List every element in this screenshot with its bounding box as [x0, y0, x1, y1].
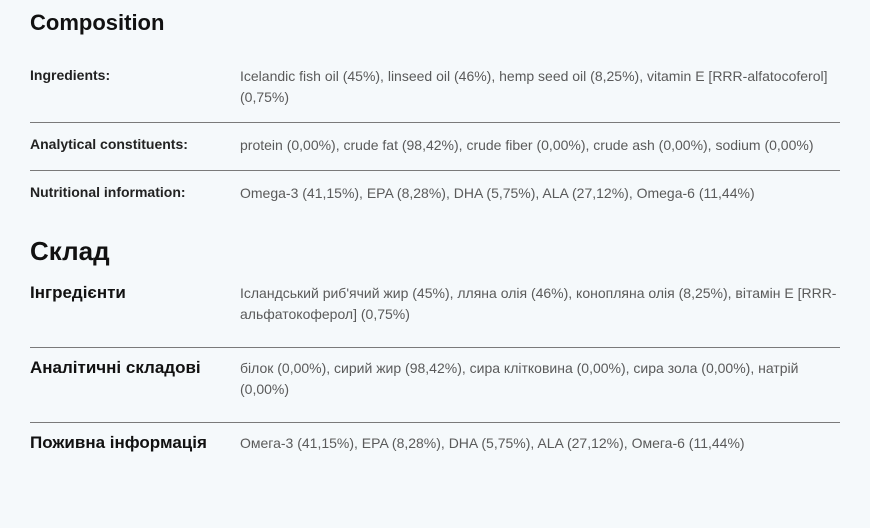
nutritional-uk-value: Омега-3 (41,15%), EPA (8,28%), DHA (5,75… — [240, 433, 840, 454]
sklad-heading: Склад — [30, 236, 840, 267]
analytical-value: protein (0,00%), crude fat (98,42%), cru… — [240, 135, 840, 156]
ingredients-uk-value: Ісландський риб'ячий жир (45%), лляна ол… — [240, 283, 840, 325]
nutritional-label: Nutritional information: — [30, 183, 240, 200]
nutritional-row: Nutritional information: Omega-3 (41,15%… — [30, 171, 840, 218]
ingredients-value: Icelandic fish oil (45%), linseed oil (4… — [240, 66, 840, 108]
analytical-uk-value: білок (0,00%), сирий жир (98,42%), сира … — [240, 358, 840, 400]
sklad-section: Інгредієнти Ісландський риб'ячий жир (45… — [30, 273, 840, 476]
ingredients-uk-row: Інгредієнти Ісландський риб'ячий жир (45… — [30, 273, 840, 348]
analytical-uk-row: Аналітичні складові білок (0,00%), сирий… — [30, 348, 840, 423]
analytical-uk-label: Аналітичні складові — [30, 358, 240, 378]
nutritional-uk-label: Поживна інформація — [30, 433, 240, 453]
ingredients-label: Ingredients: — [30, 66, 240, 83]
composition-heading: Composition — [30, 10, 840, 36]
composition-section: Ingredients: Icelandic fish oil (45%), l… — [30, 54, 840, 218]
ingredients-uk-label: Інгредієнти — [30, 283, 240, 303]
analytical-label: Analytical constituents: — [30, 135, 240, 152]
nutritional-value: Omega-3 (41,15%), EPA (8,28%), DHA (5,75… — [240, 183, 840, 204]
ingredients-row: Ingredients: Icelandic fish oil (45%), l… — [30, 54, 840, 123]
analytical-row: Analytical constituents: protein (0,00%)… — [30, 123, 840, 171]
nutritional-uk-row: Поживна інформація Омега-3 (41,15%), EPA… — [30, 423, 840, 476]
